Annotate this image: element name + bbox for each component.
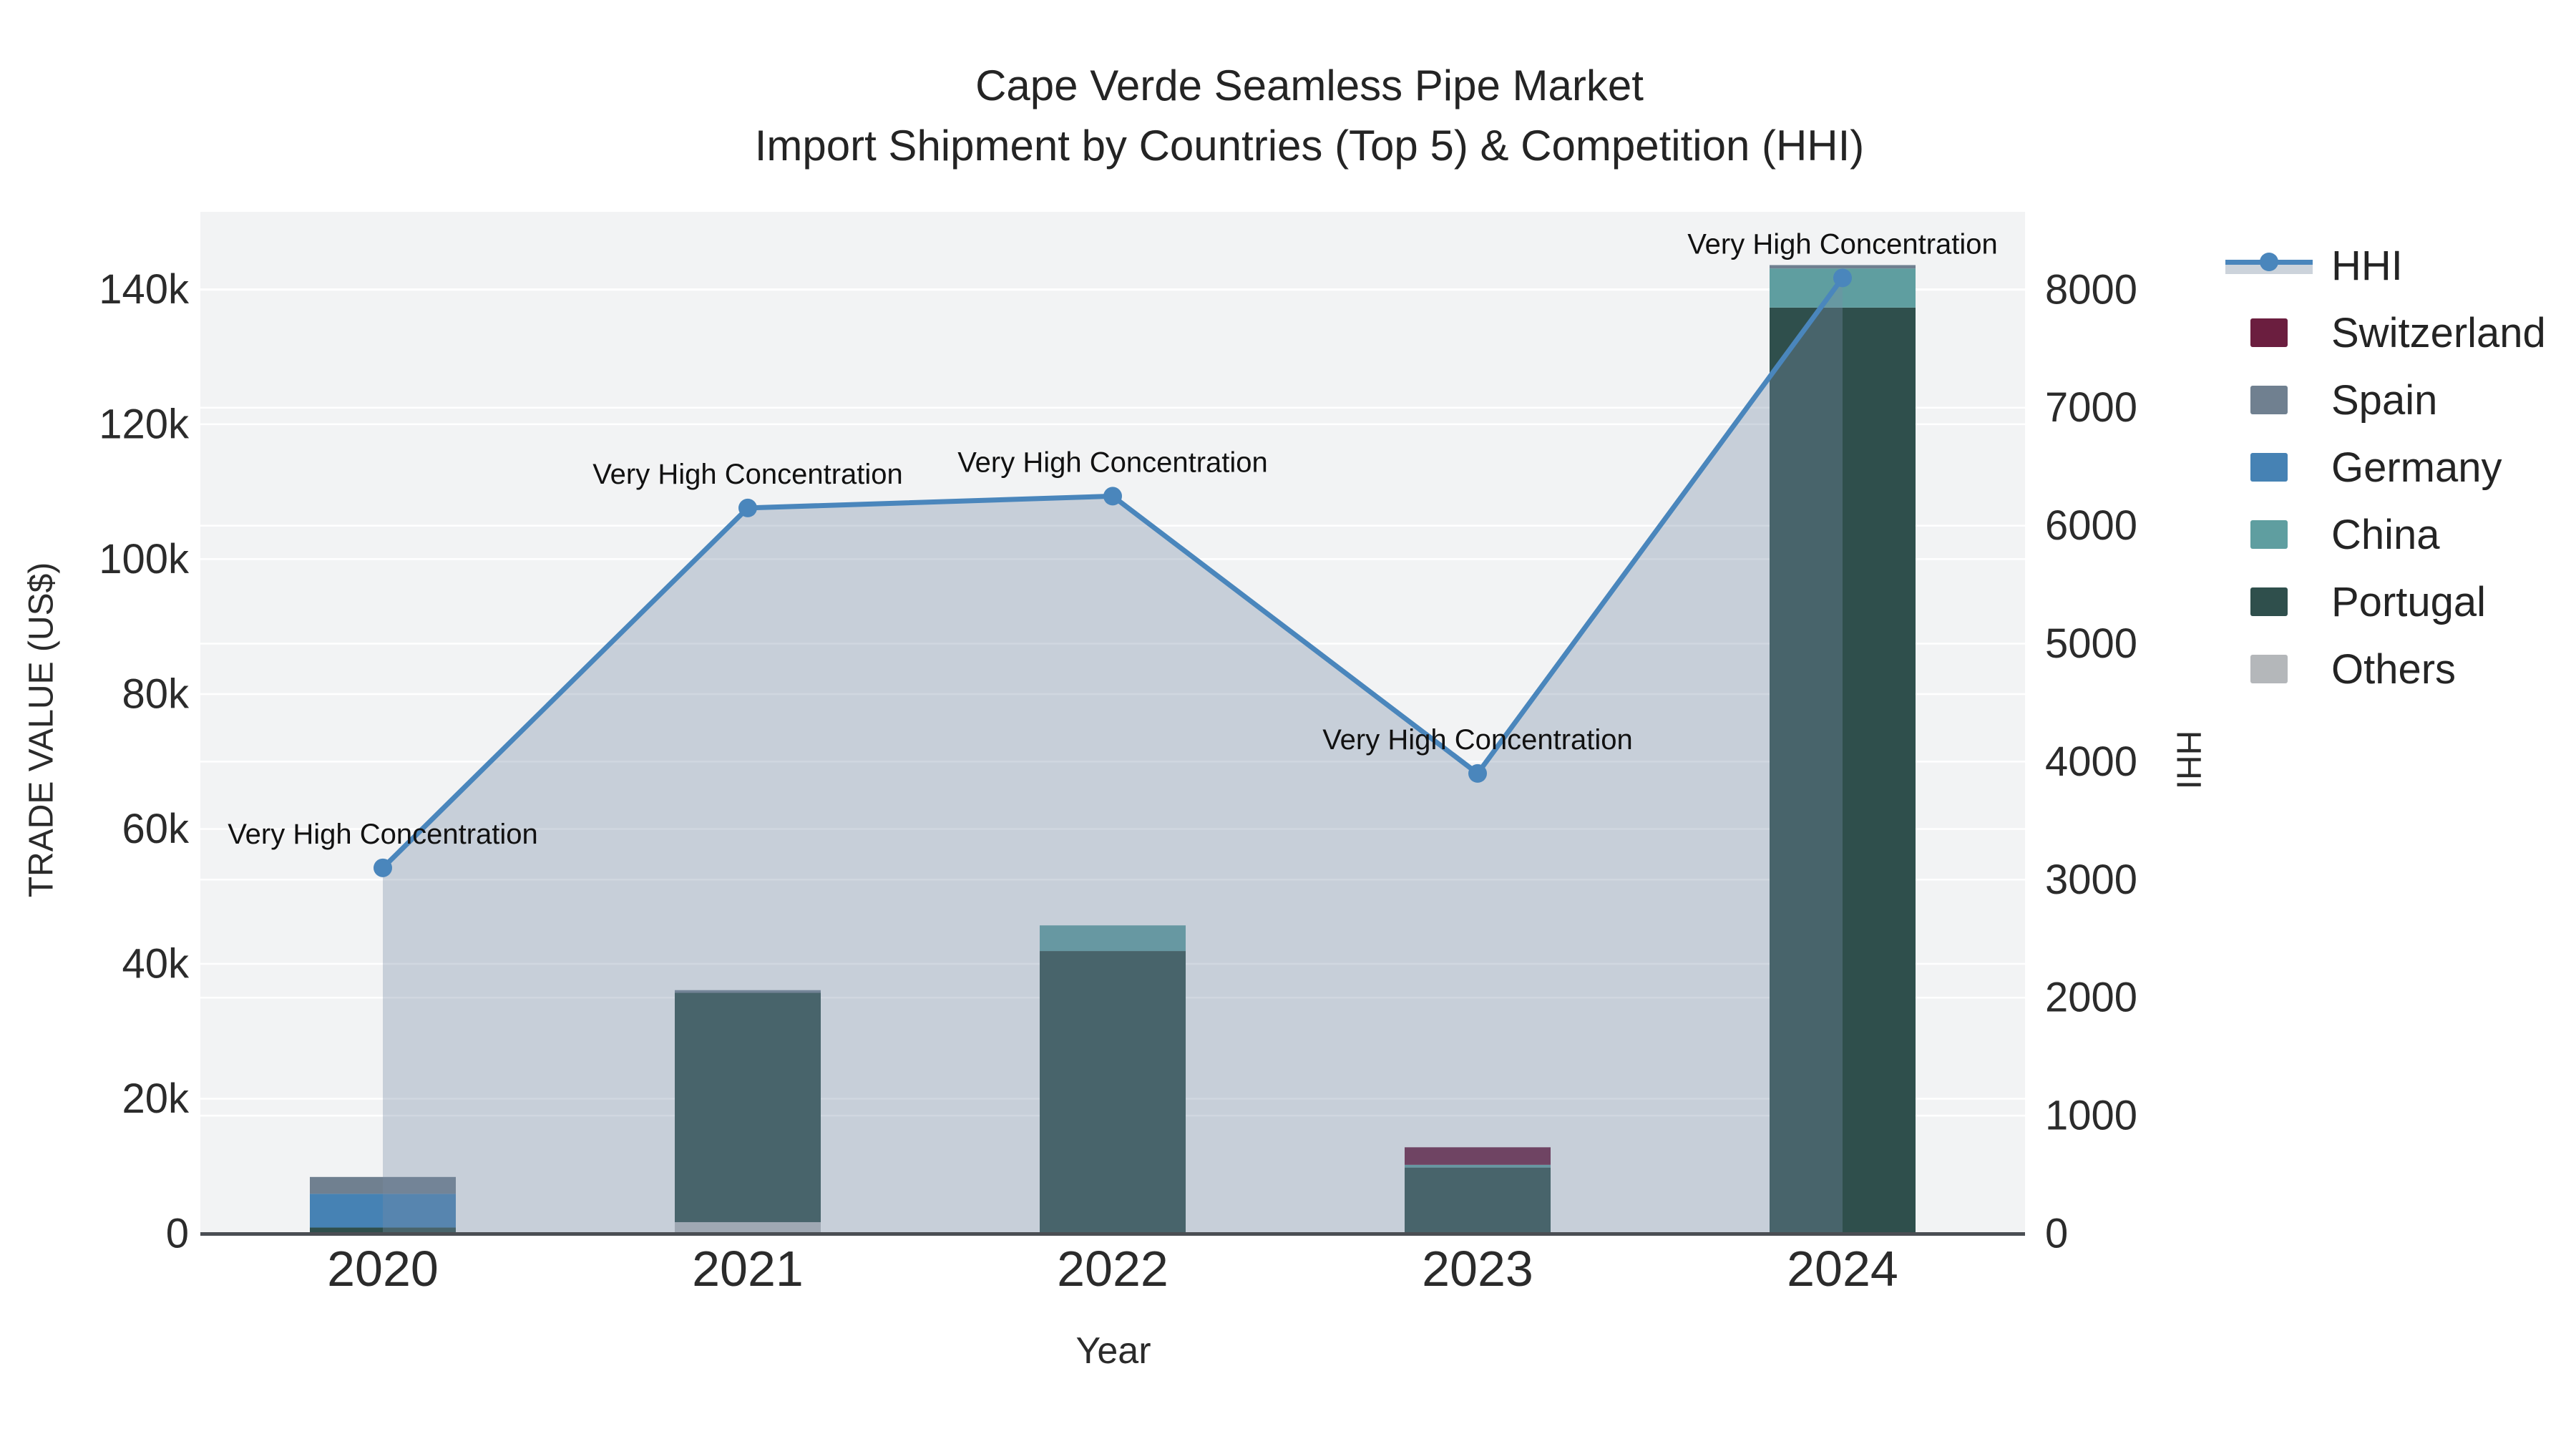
y-left-tick-60k: 60k (122, 806, 190, 852)
legend-item-switzerland[interactable]: Switzerland (2224, 299, 2546, 366)
legend-item-spain[interactable]: Spain (2224, 366, 2546, 434)
y-left-tick-120k: 120k (99, 401, 190, 447)
legend-label-germany: Germany (2331, 444, 2502, 491)
legend-item-hhi[interactable]: HHI (2224, 232, 2546, 299)
y-right-tick-1000: 1000 (2045, 1093, 2137, 1139)
x-tick-2021: 2021 (692, 1241, 804, 1297)
legend-item-others[interactable]: Others (2224, 635, 2546, 703)
chart-title-line2: Import Shipment by Countries (Top 5) & C… (754, 122, 1865, 170)
bar-segment-germany-2020[interactable] (310, 1194, 456, 1228)
y-right-tick-4000: 4000 (2045, 738, 2137, 785)
bar-segment-spain-2020[interactable] (310, 1176, 456, 1194)
bar-segment-portugal-2021[interactable] (675, 992, 821, 1222)
bar-segment-switzerland-2023[interactable] (1405, 1147, 1551, 1165)
others-swatch-icon (2224, 655, 2314, 683)
x-tick-2023: 2023 (1422, 1241, 1533, 1297)
y-right-tick-2000: 2000 (2045, 975, 2137, 1021)
bar-segment-spain-2021[interactable] (675, 990, 821, 993)
y-left-tick-140k: 140k (99, 266, 190, 313)
legend-label-china: China (2331, 511, 2440, 558)
hhi-marker-2024[interactable] (1833, 268, 1852, 288)
x-axis-title: Year (1075, 1330, 1151, 1372)
germany-swatch-icon (2224, 453, 2314, 482)
bar-segment-others-2021[interactable] (675, 1221, 821, 1234)
y-right-axis-title: HHI (2169, 730, 2207, 790)
legend-item-germany[interactable]: Germany (2224, 434, 2546, 501)
x-tick-2024: 2024 (1787, 1241, 1898, 1297)
spain-swatch-icon (2224, 386, 2314, 414)
legend-label-portugal: Portugal (2331, 578, 2487, 625)
x-tick-2020: 2020 (327, 1241, 439, 1297)
annotation-2023: Very High Concentration (1322, 724, 1633, 756)
annotation-2022: Very High Concentration (957, 447, 1268, 478)
bar-segment-portugal-2020[interactable] (310, 1227, 456, 1234)
y-right-tick-5000: 5000 (2045, 620, 2137, 667)
y-left-tick-40k: 40k (122, 940, 190, 987)
legend-label-switzerland: Switzerland (2331, 309, 2546, 356)
y-left-tick-100k: 100k (99, 536, 190, 582)
legend-label-hhi: HHI (2331, 242, 2403, 289)
portugal-swatch-icon (2224, 587, 2314, 616)
legend: HHI Switzerland Spain Germany China Portugal O… (2224, 232, 2546, 703)
y-right-tick-8000: 8000 (2045, 266, 2137, 313)
y-left-tick-20k: 20k (122, 1075, 190, 1122)
china-swatch-icon (2224, 520, 2314, 549)
bar-segment-spain-2024[interactable] (1770, 265, 1916, 269)
hhi-line-legend-icon (2224, 253, 2314, 274)
bar-segment-portugal-2024[interactable] (1770, 307, 1916, 1234)
bar-segment-portugal-2022[interactable] (1040, 951, 1186, 1234)
switzerland-swatch-icon (2224, 318, 2314, 347)
y-right-tick-3000: 3000 (2045, 857, 2137, 903)
legend-item-china[interactable]: China (2224, 501, 2546, 568)
y-right-tick-0: 0 (2045, 1211, 2068, 1257)
bar-segment-portugal-2023[interactable] (1405, 1167, 1551, 1234)
bar-segment-china-2023[interactable] (1405, 1164, 1551, 1168)
y-left-tick-0: 0 (166, 1211, 189, 1257)
y-left-tick-80k: 80k (122, 670, 190, 717)
x-tick-2022: 2022 (1057, 1241, 1169, 1297)
annotation-2020: Very High Concentration (228, 819, 538, 850)
y-left-axis-title: TRADE VALUE (US$) (22, 562, 61, 898)
legend-item-portugal[interactable]: Portugal (2224, 568, 2546, 635)
hhi-marker-2020[interactable] (374, 858, 392, 877)
legend-label-spain: Spain (2331, 376, 2438, 424)
annotation-2021: Very High Concentration (592, 459, 903, 490)
x-axis-line (200, 1232, 2025, 1236)
y-right-tick-7000: 7000 (2045, 384, 2137, 431)
hhi-marker-2023[interactable] (1468, 763, 1487, 783)
legend-label-others: Others (2331, 645, 2457, 693)
hhi-marker-2022[interactable] (1103, 487, 1122, 506)
y-right-tick-6000: 6000 (2045, 502, 2137, 549)
annotation-2024: Very High Concentration (1687, 228, 1998, 260)
bar-segment-china-2022[interactable] (1040, 925, 1186, 952)
chart-title-line1: Cape Verde Seamless Pipe Market (975, 62, 1644, 109)
chart-title: Cape Verde Seamless Pipe Market Import S… (755, 56, 1865, 176)
hhi-marker-2021[interactable] (738, 498, 757, 517)
